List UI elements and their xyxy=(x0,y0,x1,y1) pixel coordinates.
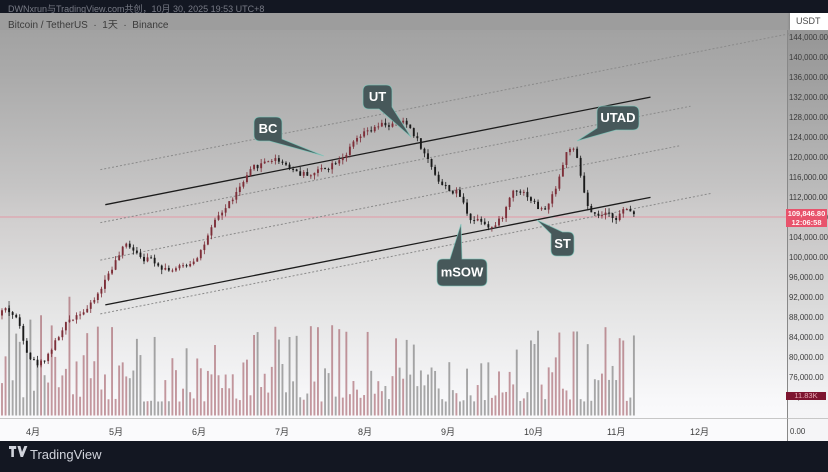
svg-text:ST: ST xyxy=(554,236,571,251)
svg-text:UT: UT xyxy=(369,89,386,104)
svg-text:BC: BC xyxy=(259,121,278,136)
svg-text:mSOW: mSOW xyxy=(441,265,484,280)
svg-text:UTAD: UTAD xyxy=(600,110,635,125)
